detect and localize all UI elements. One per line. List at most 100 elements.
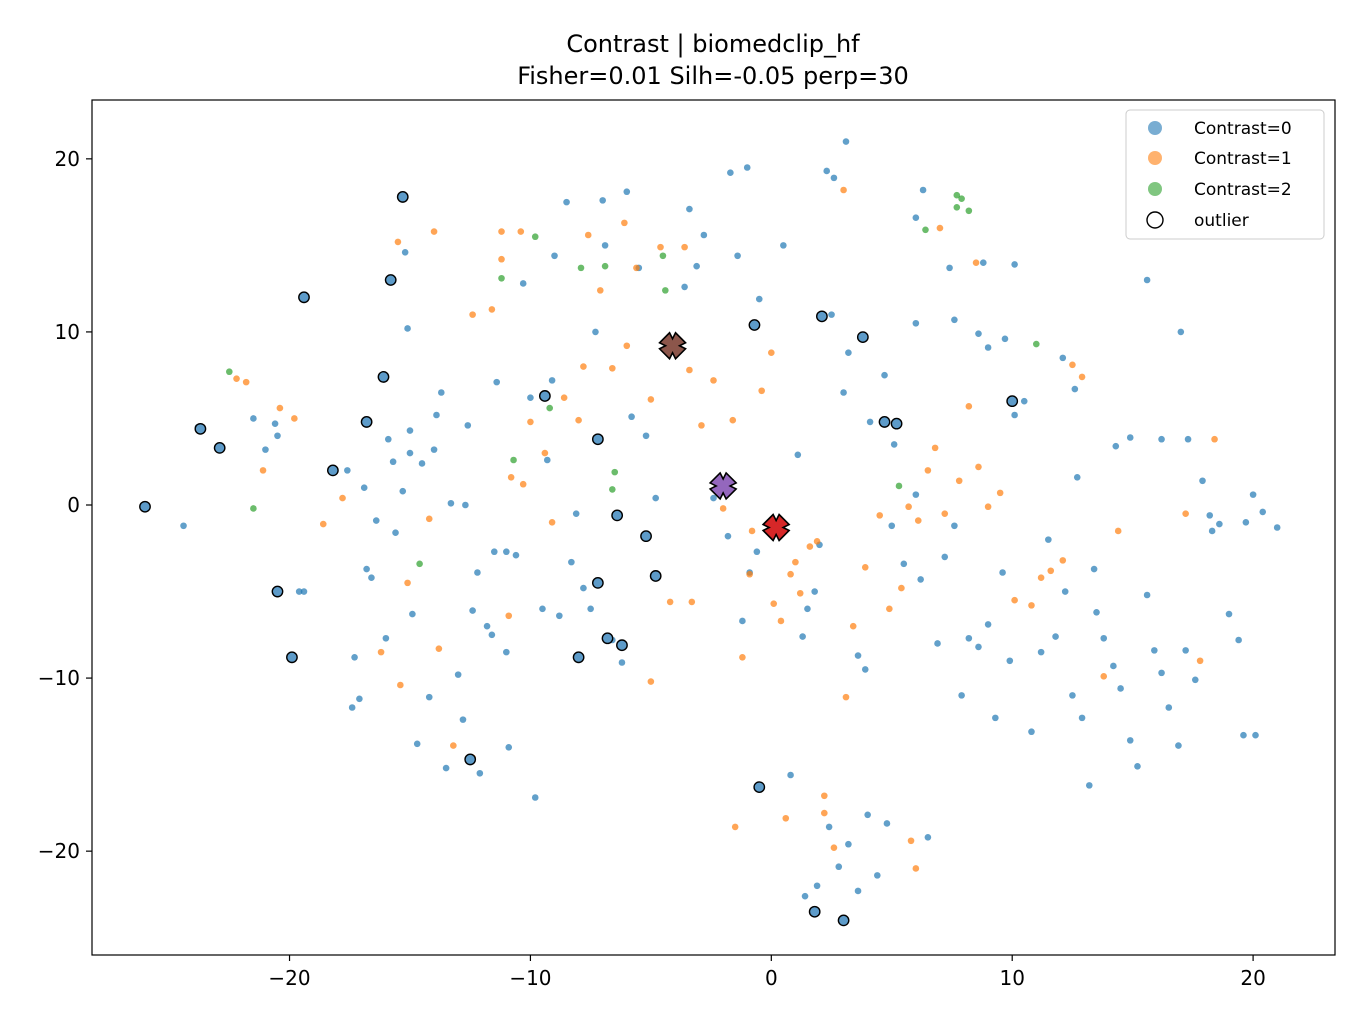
- data-point-contrast-0: [344, 467, 351, 474]
- data-point-contrast-1: [580, 363, 587, 370]
- data-point-contrast-0: [861, 666, 869, 673]
- data-point-contrast-1: [507, 474, 515, 481]
- data-point-contrast-0: [912, 214, 920, 221]
- data-point-contrast-0: [1126, 737, 1134, 744]
- data-point-contrast-1: [965, 403, 973, 410]
- data-point-contrast-1: [488, 306, 496, 313]
- data-point-contrast-2: [250, 505, 257, 512]
- legend-marker-contrast-2: [1148, 182, 1162, 196]
- data-point-contrast-0: [1175, 742, 1182, 749]
- data-point-contrast-0: [1134, 763, 1141, 770]
- legend-label-contrast-0: Contrast=0: [1194, 119, 1292, 139]
- data-point-contrast-2: [498, 274, 505, 282]
- data-point-contrast-2: [958, 195, 965, 202]
- outlier-marker: [194, 422, 207, 435]
- centroid-marker: [761, 513, 791, 542]
- data-point-contrast-0: [180, 522, 187, 530]
- data-point-contrast-0: [531, 794, 539, 801]
- outlier-marker: [464, 753, 477, 766]
- data-point-contrast-2: [1032, 340, 1040, 348]
- y-tick-label: 10: [55, 320, 80, 344]
- data-point-contrast-0: [951, 316, 958, 324]
- data-point-contrast-1: [242, 378, 250, 386]
- data-point-contrast-1: [840, 186, 847, 194]
- data-point-contrast-0: [999, 569, 1006, 576]
- data-point-contrast-1: [259, 467, 267, 474]
- data-point-contrast-0: [1208, 527, 1216, 535]
- data-point-contrast-0: [941, 553, 949, 561]
- data-point-contrast-0: [975, 643, 982, 651]
- data-point-contrast-0: [804, 605, 811, 613]
- data-point-contrast-1: [666, 598, 674, 606]
- outlier-marker: [591, 433, 604, 446]
- data-point-contrast-0: [1191, 676, 1199, 684]
- data-point-contrast-1: [748, 527, 756, 535]
- data-point-contrast-1: [886, 605, 893, 613]
- data-point-contrast-1: [849, 622, 857, 630]
- chart-subtitle: Fisher=0.01 Silh=-0.05 perp=30: [517, 62, 909, 90]
- data-point-contrast-0: [1252, 731, 1259, 739]
- outlier-marker: [384, 274, 397, 286]
- data-point-contrast-0: [551, 252, 558, 260]
- data-point-contrast-0: [874, 872, 881, 879]
- data-point-contrast-0: [389, 458, 397, 466]
- outlier-marker: [890, 417, 903, 430]
- data-point-contrast-0: [409, 610, 416, 618]
- data-point-contrast-0: [527, 394, 534, 401]
- outlier-marker: [816, 310, 828, 323]
- data-point-contrast-1: [505, 612, 513, 620]
- outlier-marker: [856, 331, 869, 344]
- outlier-marker: [377, 371, 390, 383]
- data-point-contrast-1: [584, 231, 592, 239]
- data-point-contrast-0: [912, 491, 920, 498]
- data-point-contrast-1: [710, 377, 717, 384]
- data-point-contrast-2: [416, 560, 423, 568]
- data-point-contrast-1: [821, 792, 828, 800]
- data-point-contrast-1: [898, 584, 905, 592]
- data-point-contrast-0: [556, 612, 563, 620]
- data-point-contrast-0: [406, 449, 414, 457]
- data-point-contrast-0: [430, 446, 438, 453]
- data-point-contrast-0: [743, 164, 751, 171]
- legend-marker-outlier: [1146, 211, 1164, 229]
- data-point-contrast-0: [652, 494, 659, 502]
- data-point-contrast-1: [996, 489, 1004, 497]
- data-point-contrast-1: [560, 394, 568, 401]
- data-point-contrast-0: [900, 560, 908, 568]
- data-point-contrast-1: [972, 259, 980, 266]
- data-point-contrast-0: [739, 617, 746, 625]
- centroid-marker: [708, 471, 738, 501]
- outlier-marker: [139, 500, 151, 513]
- data-point-contrast-1: [1100, 673, 1108, 680]
- data-point-contrast-0: [382, 634, 390, 642]
- data-point-contrast-0: [295, 588, 303, 595]
- outlier-marker: [271, 585, 284, 598]
- data-point-contrast-1: [758, 387, 765, 395]
- data-point-contrast-2: [546, 404, 553, 412]
- data-point-contrast-0: [984, 344, 992, 351]
- data-point-contrast-0: [946, 264, 953, 272]
- data-point-contrast-0: [1143, 591, 1151, 599]
- data-point-contrast-1: [796, 589, 804, 597]
- data-point-contrast-1: [647, 396, 655, 403]
- data-point-contrast-0: [592, 328, 599, 336]
- data-point-contrast-1: [729, 416, 737, 424]
- data-point-contrast-0: [1028, 728, 1035, 736]
- data-point-contrast-1: [770, 600, 778, 607]
- data-point-contrast-0: [572, 510, 580, 517]
- outlier-marker: [753, 781, 766, 794]
- y-tick-label: −10: [38, 666, 80, 690]
- data-point-contrast-0: [686, 205, 693, 213]
- data-point-contrast-0: [503, 548, 510, 556]
- data-point-contrast-0: [1112, 442, 1120, 450]
- data-point-contrast-0: [1199, 477, 1206, 485]
- data-point-contrast-0: [811, 588, 818, 595]
- data-point-contrast-1: [1047, 567, 1055, 575]
- data-point-contrast-1: [469, 311, 476, 318]
- data-point-contrast-0: [1052, 633, 1059, 640]
- data-point-contrast-1: [575, 416, 582, 424]
- data-point-contrast-0: [1158, 435, 1165, 443]
- data-point-contrast-0: [462, 501, 469, 509]
- data-point-contrast-0: [1177, 328, 1185, 336]
